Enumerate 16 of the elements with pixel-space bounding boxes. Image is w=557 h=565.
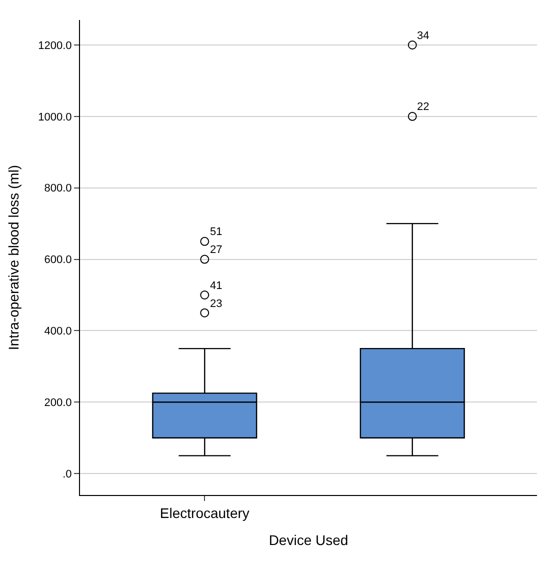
y-tick-label: 600.0 bbox=[44, 254, 72, 266]
x-axis-title: Device Used bbox=[268, 532, 348, 548]
annotation: 34 bbox=[417, 30, 430, 42]
x-tick-label: Electrocautery bbox=[160, 504, 250, 521]
y-axis-title: Intra-operative blood loss (ml) bbox=[6, 164, 22, 350]
annotation: 22 bbox=[417, 101, 430, 113]
annotation: 41 bbox=[210, 280, 222, 292]
annotation: 51 bbox=[210, 226, 222, 238]
y-tick-label: 1000.0 bbox=[38, 111, 72, 124]
y-tick-label: 200.0 bbox=[44, 396, 72, 409]
annotation: 23 bbox=[210, 298, 222, 310]
y-tick-label: 400.0 bbox=[44, 326, 72, 338]
annotation: 27 bbox=[210, 244, 222, 256]
y-tick-label: 800.0 bbox=[44, 182, 72, 195]
y-tick-label: .0 bbox=[62, 468, 72, 480]
y-tick-label: 1200.0 bbox=[38, 40, 72, 52]
